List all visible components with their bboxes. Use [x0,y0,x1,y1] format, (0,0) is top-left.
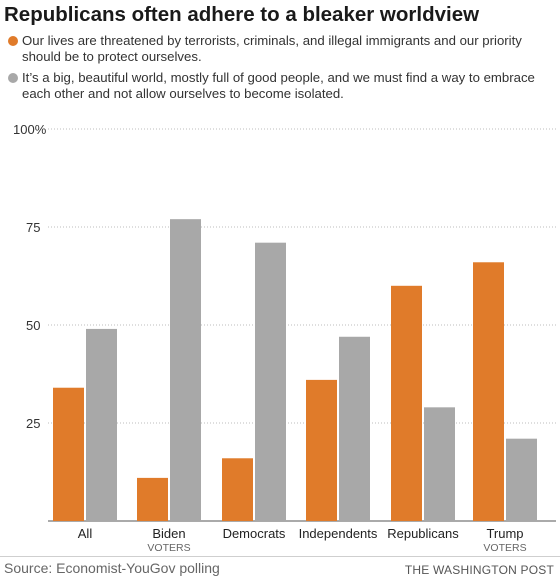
legend-dot-gray [8,73,18,83]
footer-divider [0,556,560,557]
legend-item-beautiful-world: It’s a big, beautiful world, mostly full… [8,70,556,102]
category-label-2: Democrats [223,526,286,541]
category-label-3: Independents [299,526,378,541]
bar-gray-4 [424,407,455,521]
bar-orange-4 [391,285,422,521]
category-label-0: All [78,526,93,541]
category-sublabel-1: VOTERS [147,542,190,554]
bar-orange-0 [53,387,84,521]
legend: Our lives are threatened by terrorists, … [8,33,556,107]
category-sublabel-5: VOTERS [483,542,526,554]
ytick-75: 75 [26,220,41,235]
bar-gray-5 [506,438,537,521]
category-label-5: Trump [486,526,523,541]
bar-orange-3 [306,379,337,521]
ytick-50: 50 [26,318,41,333]
bar-gray-0 [86,328,117,521]
legend-label-beautiful-world: It’s a big, beautiful world, mostly full… [22,70,535,101]
bar-orange-1 [137,477,168,521]
source-note: Source: Economist-YouGov polling [4,560,220,576]
ytick-25: 25 [26,416,41,431]
legend-label-threatened: Our lives are threatened by terrorists, … [22,33,522,64]
bar-gray-1 [170,219,201,521]
bar-orange-2 [222,458,253,521]
category-label-4: Republicans [387,526,459,541]
bar-gray-2 [255,242,286,521]
category-label-1: Biden [152,526,185,541]
chart-title: Republicans often adhere to a bleaker wo… [4,3,480,26]
bar-gray-3 [339,336,370,521]
legend-dot-orange [8,36,18,46]
legend-item-threatened: Our lives are threatened by terrorists, … [8,33,556,65]
ytick-100: 100% [13,122,47,137]
bar-orange-5 [473,262,504,521]
publisher-credit: THE WASHINGTON POST [404,563,554,577]
